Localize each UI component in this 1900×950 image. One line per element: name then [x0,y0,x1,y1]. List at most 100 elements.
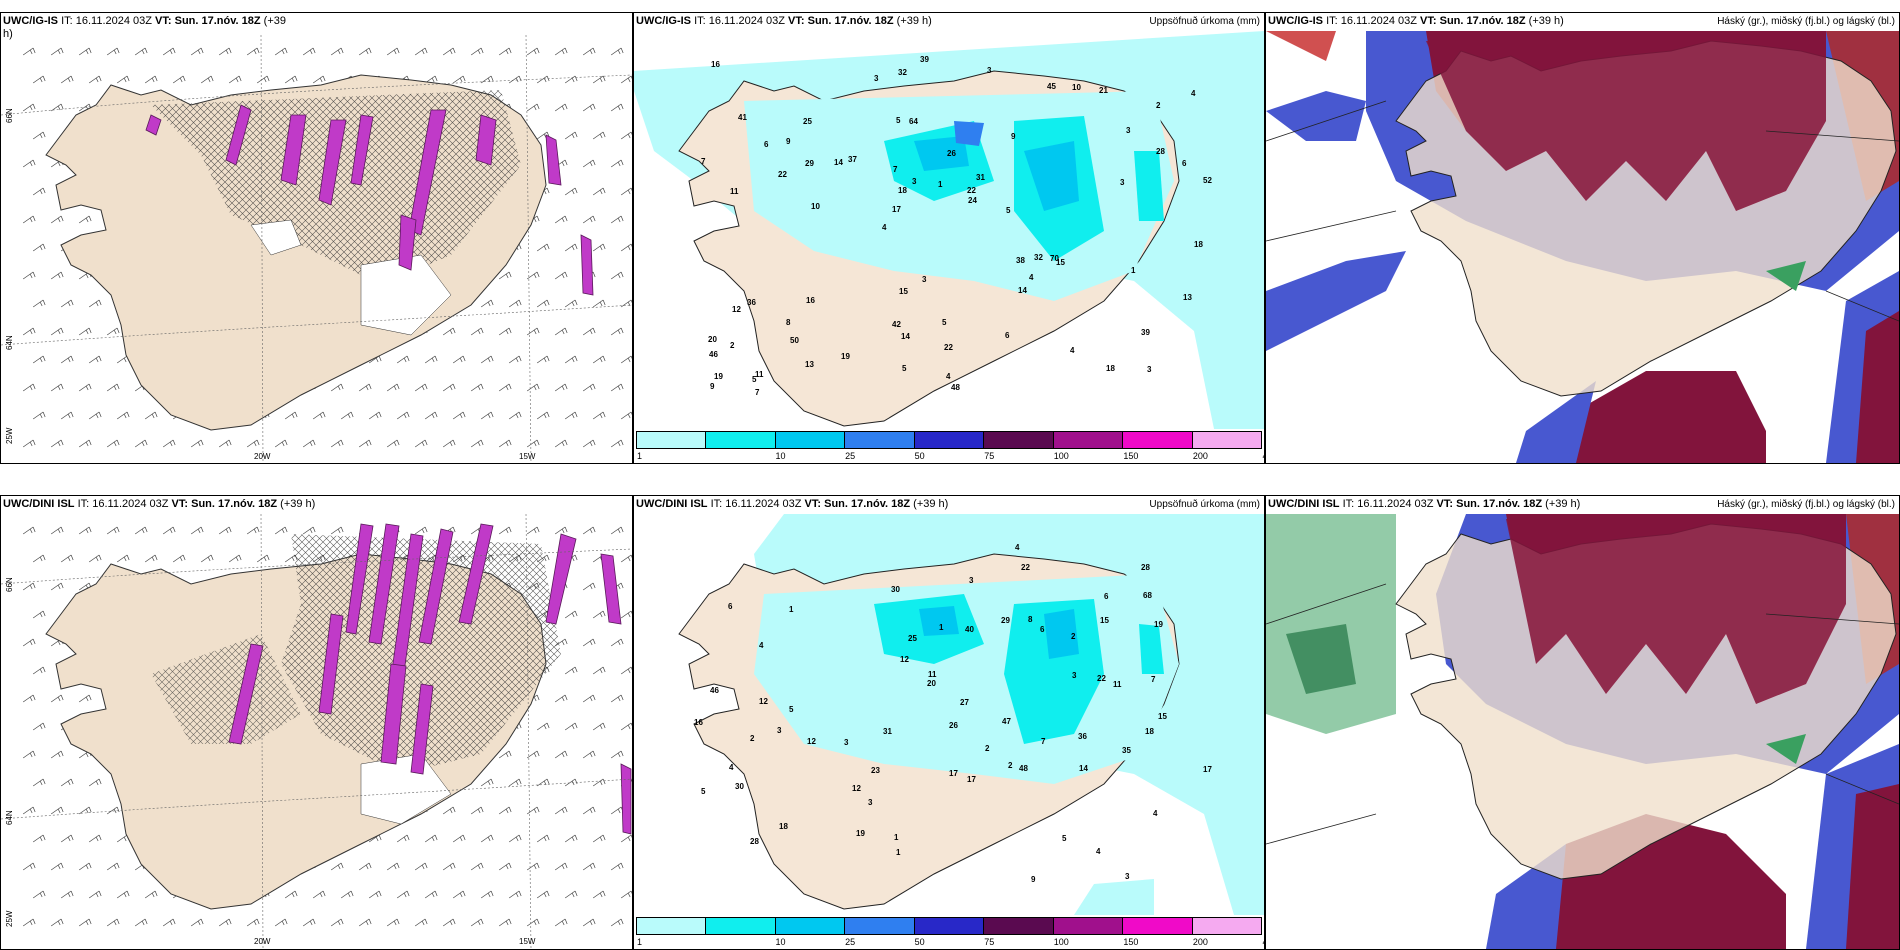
precip-value-label: 6 [764,140,769,149]
precip-value-label: 68 [1143,591,1152,600]
wind-barb [218,439,232,448]
wind-barb-map: 66N 64N 25W 20W 15W [1,514,632,949]
precip-value-label: 7 [1041,737,1046,746]
wind-barb [526,806,540,815]
colorbar-segment [914,918,985,934]
wind-barb [32,778,46,787]
wind-barb [470,862,484,871]
precip-value-label: 5 [896,116,901,125]
wind-barb [498,862,512,871]
precip-value-label: 20 [708,335,717,344]
panel-title: UWC/DINI ISL IT: 16.11.2024 03Z VT: Sun.… [636,498,949,510]
precip-value-label: 3 [1147,365,1152,374]
wind-barb [554,750,568,759]
wind-barb [620,890,632,899]
wind-barb [368,411,382,420]
wind-barb [470,47,484,56]
precip-value-label: 70 [1050,254,1059,263]
wind-barb [386,439,400,448]
precip-value-label: 32 [898,68,907,77]
wind-barb [246,918,260,927]
wind-barb [620,666,632,675]
wind-barb [442,862,456,871]
wind-barb [620,355,632,364]
lat-label-66n: 66N [5,108,14,123]
precip-value-label: 45 [1047,82,1056,91]
precip-value-label: 3 [987,66,992,75]
wind-barb [256,554,270,563]
colorbar-segment [1123,918,1193,934]
colorbar-segment [637,432,707,448]
precip-value-label: 3 [874,74,879,83]
precip-value-label: 4 [729,763,734,772]
precip-value-label: 30 [735,782,744,791]
precip-value-label: 39 [1141,328,1150,337]
wind-barb [442,383,456,392]
wind-barb [526,327,540,336]
wind-barb [88,554,102,563]
wind-barb [50,215,64,224]
wind-barb [554,103,568,112]
wind-barb [60,411,74,420]
wind-barb [340,411,354,420]
panel-title: UWC/IG-IS IT: 16.11.2024 03Z VT: Sun. 17… [1268,15,1564,27]
wind-barb [116,554,130,563]
precip-value-label: 3 [922,275,927,284]
precip-value-label: 2 [1071,632,1076,641]
wind-barb [50,271,64,280]
precip-value-label: 26 [949,721,958,730]
precip-value-label: 22 [944,343,953,352]
precip-value-label: 14 [1018,286,1027,295]
wind-barb [78,327,92,336]
colorbar-segment [845,432,915,448]
wind-barb [554,862,568,871]
wind-barb [22,271,36,280]
precip-value-label: 18 [1106,364,1115,373]
wind-barb [526,918,540,927]
wind-barb [134,918,148,927]
wind-barb [480,355,494,364]
precip-value-label: 5 [1006,206,1011,215]
wind-barb [564,890,578,899]
precip-value-label: 48 [951,383,960,392]
precip-value-label: 19 [714,372,723,381]
wind-barb [60,554,74,563]
wind-barb [144,554,158,563]
wind-barb [190,47,204,56]
precip-value-label: 2 [1156,101,1161,110]
wind-barb [610,47,624,56]
wind-barb [116,411,130,420]
wind-barb [582,918,596,927]
wind-barb [22,526,36,535]
wind-barb [134,526,148,535]
wind-barb [284,890,298,899]
wind-barb [32,355,46,364]
colorbar-label: 75 [984,937,995,947]
wind-barb [582,638,596,647]
colorbar-segment [775,432,846,448]
wind-barb [50,327,64,336]
colorbar-segment [1053,918,1124,934]
wind-barb [88,355,102,364]
wind-barb [22,439,36,448]
wind-barb [582,103,596,112]
wind-barb [620,834,632,843]
colorbar-segment [1192,432,1261,448]
wind-barb [592,411,606,420]
wind-barb [162,439,176,448]
wind-barb [564,722,578,731]
precip-value-label: 12 [807,737,816,746]
wind-barb [50,918,64,927]
colorbar-segment [1123,432,1193,448]
wind-barb [358,47,372,56]
wind-barb [424,890,438,899]
wind-barb [246,526,260,535]
wind-barb [554,806,568,815]
wind-barb [592,722,606,731]
precip-value-label: 27 [960,698,969,707]
wind-barb [536,722,550,731]
colorbar-label: 400 [1262,451,1264,461]
wind-barb [610,215,624,224]
wind-barb [88,299,102,308]
wind-barb [22,582,36,591]
